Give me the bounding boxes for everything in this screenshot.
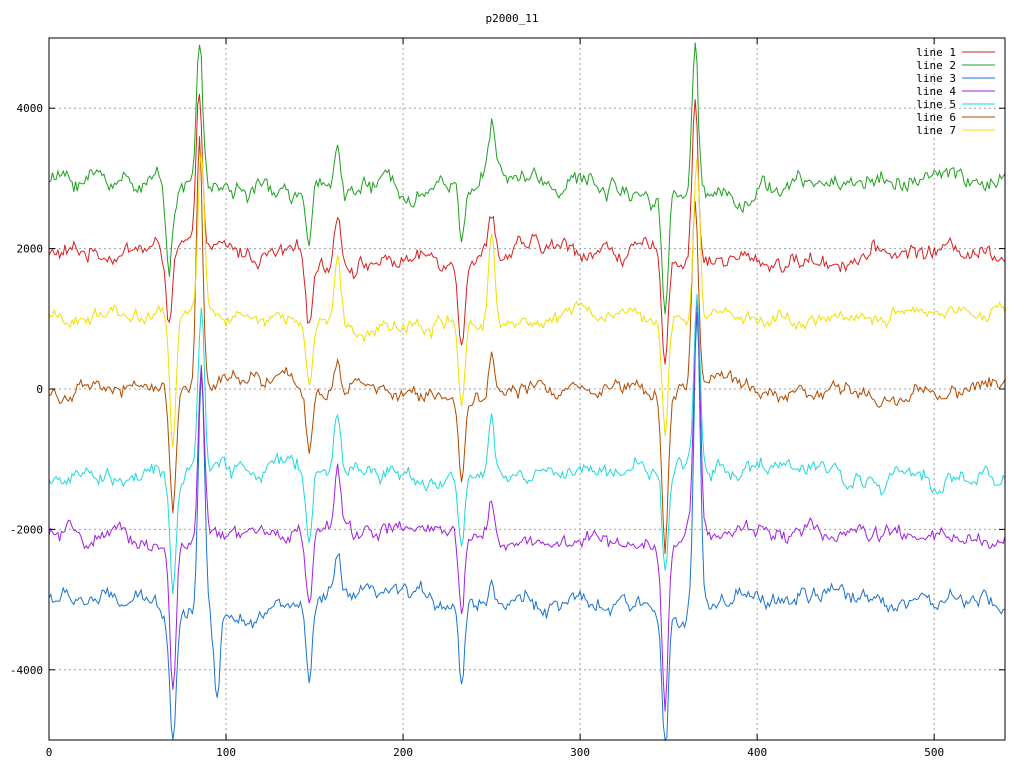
x-tick-label: 500 (924, 746, 944, 759)
x-tick-label: 300 (570, 746, 590, 759)
series-group (48, 42, 1006, 742)
plot-frame (48, 37, 1006, 741)
series-line-6 (48, 136, 1006, 555)
series-line-4 (48, 299, 1006, 712)
x-tick-label: 200 (393, 746, 413, 759)
legend-label: line 4 (916, 85, 956, 98)
series-line-3 (48, 312, 1006, 742)
y-tick-label: -2000 (10, 523, 43, 536)
series-line-2 (48, 42, 1006, 315)
series-line-7 (48, 152, 1006, 448)
legend-label: line 3 (916, 72, 956, 85)
y-tick-label: 4000 (17, 102, 44, 115)
series-line-5 (48, 293, 1006, 595)
y-tick-label: 0 (36, 383, 43, 396)
x-tick-label: 100 (216, 746, 236, 759)
legend-label: line 6 (916, 111, 956, 124)
x-tick-label: 0 (46, 746, 53, 759)
axis-ticks: 0 100 200 300 400 500 -4000 -2000 0 2000 4000 (10, 38, 1005, 759)
chart-title: p2000_11 (486, 12, 539, 25)
y-tick-label: -4000 (10, 664, 43, 677)
x-tick-label: 400 (747, 746, 767, 759)
series-line-1 (48, 93, 1006, 365)
legend-label: line 1 (916, 46, 956, 59)
legend-label: line 2 (916, 59, 956, 72)
legend-label: line 5 (916, 98, 956, 111)
legend-label: line 7 (916, 124, 956, 137)
grid (49, 38, 1005, 740)
y-tick-label: 2000 (17, 243, 44, 256)
